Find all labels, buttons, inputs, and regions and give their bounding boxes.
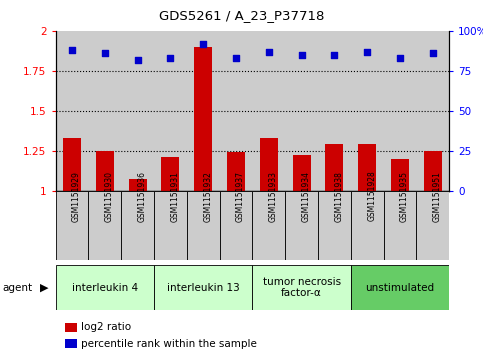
Point (199, 41, 207, 46)
Text: agent: agent (2, 283, 32, 293)
Point (265, 49, 272, 54)
Bar (88, 191, 121, 260)
Text: log2 ratio: log2 ratio (81, 322, 131, 333)
Bar (260, 138, 278, 191)
Point (330, 52, 338, 58)
Text: GDS5261 / A_23_P37718: GDS5261 / A_23_P37718 (159, 9, 324, 22)
Text: GSM1151933: GSM1151933 (269, 171, 278, 221)
Bar (391, 159, 409, 191)
Bar (416, 191, 449, 260)
Point (298, 52, 305, 58)
Bar (326, 144, 343, 191)
Bar (424, 151, 442, 191)
Text: ▶: ▶ (40, 283, 49, 293)
Text: GSM1151938: GSM1151938 (334, 171, 343, 221)
Text: GSM1151931: GSM1151931 (170, 171, 179, 221)
Point (232, 55, 240, 61)
Text: unstimulated: unstimulated (366, 283, 435, 293)
Text: GSM1151934: GSM1151934 (301, 171, 311, 221)
Bar (252, 191, 285, 260)
Bar (128, 179, 146, 191)
Text: GSM1151936: GSM1151936 (138, 171, 146, 221)
Point (68, 47, 76, 53)
Text: percentile rank within the sample: percentile rank within the sample (81, 339, 256, 349)
Text: GSM1151937: GSM1151937 (236, 171, 245, 221)
Bar (220, 191, 252, 260)
Bar (351, 265, 449, 310)
Text: tumor necrosis
factor-α: tumor necrosis factor-α (263, 277, 341, 298)
Point (429, 50, 437, 56)
Bar (384, 191, 416, 260)
Text: GSM1151951: GSM1151951 (433, 171, 442, 221)
Text: GSM1151932: GSM1151932 (203, 171, 212, 221)
Bar (121, 191, 154, 260)
Text: GSM1151929: GSM1151929 (72, 171, 81, 221)
Bar (358, 144, 376, 191)
Bar (285, 191, 318, 260)
Bar (187, 191, 220, 260)
Point (363, 49, 371, 54)
Bar (63, 138, 81, 191)
Point (167, 55, 174, 61)
Bar (293, 155, 311, 191)
Bar (351, 191, 384, 260)
Bar (154, 191, 187, 260)
Bar (96, 151, 114, 191)
Text: GSM1151935: GSM1151935 (400, 171, 409, 221)
Point (134, 57, 142, 62)
Text: GSM1151930: GSM1151930 (105, 171, 114, 221)
Text: interleukin 4: interleukin 4 (71, 283, 138, 293)
Bar (252, 265, 351, 310)
Text: GSM1151928: GSM1151928 (367, 171, 376, 221)
Bar (154, 265, 252, 310)
Bar (318, 191, 351, 260)
Point (101, 50, 109, 56)
Bar (161, 157, 179, 191)
Bar (56, 191, 88, 260)
Bar (56, 265, 154, 310)
Text: interleukin 13: interleukin 13 (167, 283, 240, 293)
Bar (227, 152, 245, 191)
Bar (194, 47, 212, 191)
Point (396, 55, 404, 61)
